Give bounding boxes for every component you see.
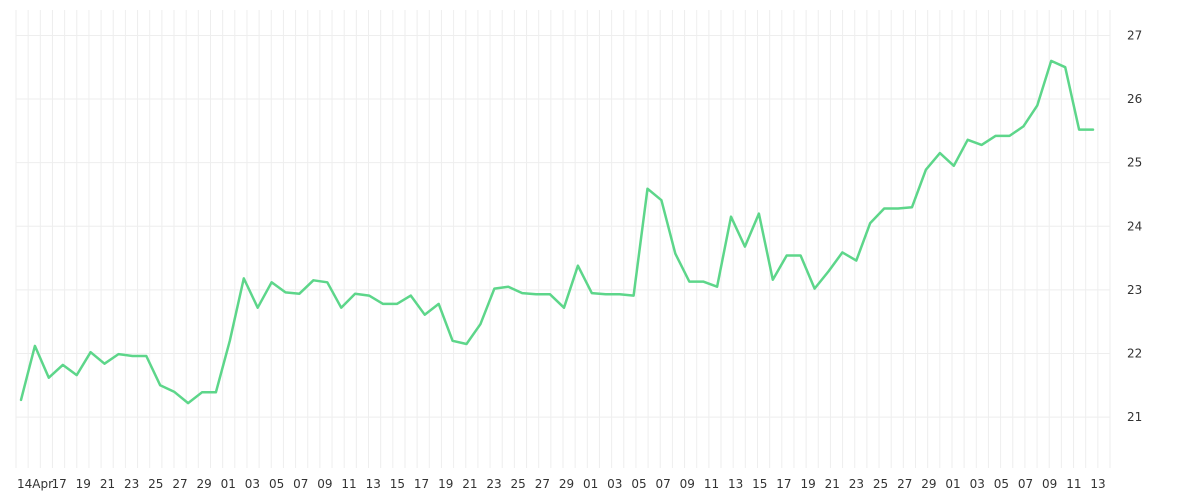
x-tick-label: 11	[341, 477, 356, 491]
x-tick-label: 07	[655, 477, 670, 491]
x-tick-label: 07	[293, 477, 308, 491]
x-tick-label: 03	[970, 477, 985, 491]
y-tick-label: 26	[1127, 92, 1142, 106]
y-tick-label: 25	[1127, 156, 1142, 170]
x-tick-label: 25	[873, 477, 888, 491]
x-tick-label: 25	[511, 477, 526, 491]
x-tick-label: 03	[245, 477, 260, 491]
y-axis: 21 22 23 24 25 26 27	[1127, 28, 1142, 424]
grid	[15, 10, 1111, 468]
x-tick-label: 21	[100, 477, 115, 491]
x-tick-label: 01	[221, 477, 236, 491]
x-tick-label: 29	[559, 477, 574, 491]
x-tick-label: 15	[390, 477, 405, 491]
x-tick-label: 03	[607, 477, 622, 491]
x-tick-label: 14Apr	[17, 477, 53, 491]
x-tick-label: 13	[366, 477, 381, 491]
series-line	[19, 59, 1095, 405]
y-tick-label: 21	[1127, 410, 1142, 424]
x-tick-label: 11	[704, 477, 719, 491]
x-tick-label: 09	[680, 477, 695, 491]
x-tick-label: 01	[583, 477, 598, 491]
x-tick-label: 21	[825, 477, 840, 491]
x-tick-label: 27	[897, 477, 912, 491]
x-tick-label: 07	[1018, 477, 1033, 491]
x-tick-label: 05	[994, 477, 1009, 491]
x-tick-label: 19	[438, 477, 453, 491]
x-tick-label: 17	[52, 477, 67, 491]
x-tick-label: 09	[1042, 477, 1057, 491]
x-tick-label: 17	[414, 477, 429, 491]
x-tick-label: 15	[752, 477, 767, 491]
y-tick-label: 23	[1127, 283, 1142, 297]
x-tick-label: 23	[486, 477, 501, 491]
x-tick-label: 17	[776, 477, 791, 491]
series-layer	[19, 59, 1095, 405]
x-tick-label: 29	[921, 477, 936, 491]
y-tick-label: 27	[1127, 28, 1142, 42]
x-tick-label: 05	[631, 477, 646, 491]
x-tick-label: 27	[535, 477, 550, 491]
y-tick-label: 24	[1127, 219, 1142, 233]
x-tick-label: 11	[1066, 477, 1081, 491]
x-tick-label: 27	[172, 477, 187, 491]
x-tick-label: 25	[148, 477, 163, 491]
x-tick-label: 09	[317, 477, 332, 491]
x-tick-label: 05	[269, 477, 284, 491]
x-tick-label: 13	[728, 477, 743, 491]
x-tick-label: 29	[196, 477, 211, 491]
x-tick-label: 13	[1090, 477, 1105, 491]
x-tick-label: 01	[945, 477, 960, 491]
y-tick-label: 22	[1127, 347, 1142, 361]
x-tick-label: 19	[76, 477, 91, 491]
x-tick-label: 23	[849, 477, 864, 491]
x-tick-label: 19	[800, 477, 815, 491]
x-tick-label: 23	[124, 477, 139, 491]
x-tick-label: 21	[462, 477, 477, 491]
